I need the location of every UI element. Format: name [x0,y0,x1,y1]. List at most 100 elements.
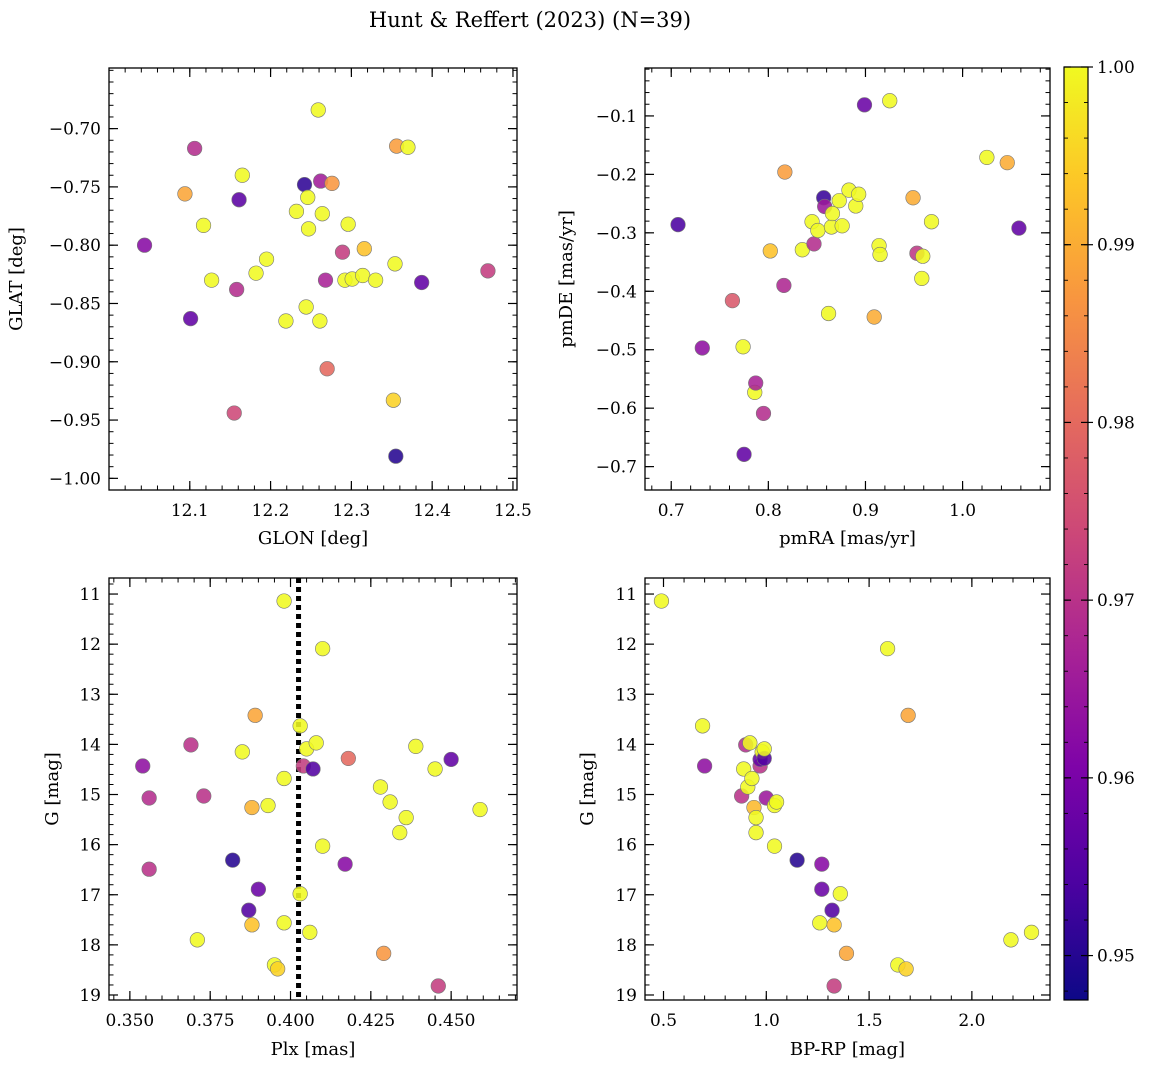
data-point [195,217,212,233]
data-point [653,593,670,609]
colorbar-tick-label: 0.99 [1097,236,1135,256]
data-point [141,861,157,877]
y-axis-label: GLAT [deg] [6,227,27,331]
data-point [141,790,157,806]
data-point [319,361,335,377]
y-tick-label: −0.4 [596,282,637,302]
data-point [879,641,896,657]
y-tick-label: −0.2 [596,165,637,185]
data-point [824,205,841,222]
y-tick-label: −0.85 [49,294,101,314]
data-point [999,155,1015,171]
data-point [204,272,220,288]
data-point [834,218,850,234]
data-point [241,902,257,918]
data-point [183,311,199,327]
data-point [789,852,805,868]
x-tick-label: 0.9 [852,501,879,521]
data-point [806,236,822,252]
colorbar: 0.95 0.96 0.97 0.98 0.99 1.00 [1063,58,1135,1001]
data-point [296,176,313,193]
data-point [392,825,408,841]
data-point [372,779,389,795]
data-point [250,881,266,897]
data-point [292,718,308,734]
data-point [1003,932,1019,948]
colorbar-tick-label: 0.97 [1097,591,1135,611]
data-point [923,214,940,230]
data-point [226,405,242,421]
data-point [724,293,741,309]
y-tick-label: −0.3 [596,224,637,244]
data-point [898,961,914,977]
colorbar-tick-label: 0.95 [1097,947,1135,967]
data-point [340,216,356,232]
y-tick-label: −0.7 [596,458,637,478]
plot-frame [644,577,1051,1001]
data-point [302,924,318,940]
x-tick-label: 12.3 [332,501,370,521]
y-tick-label: 15 [79,786,101,806]
y-tick-label: 12 [79,635,101,655]
data-point [247,707,263,723]
data-point [697,758,713,774]
data-point [979,149,995,166]
data-point [776,277,792,294]
data-point [856,97,873,113]
x-tick-label: 0.400 [266,1011,315,1031]
y-tick-label: 17 [79,886,101,906]
y-tick-label: 13 [79,685,101,705]
colorbar-bar [1063,66,1089,1001]
data-point [826,978,842,994]
data-point [189,932,205,948]
data-point [755,405,772,422]
plot-frame [108,67,518,491]
data-point [300,189,316,205]
data-point [694,718,711,734]
data-point [356,241,372,257]
x-tick-label: 0.8 [755,501,782,521]
data-point [900,707,916,723]
y-tick-label: −0.95 [49,411,101,431]
y-tick-label: −0.6 [596,399,637,419]
data-point [234,744,250,760]
x-tick-label: 12.2 [252,501,290,521]
data-point [742,735,758,751]
data-point [385,392,401,408]
x-axis-label: GLON [deg] [258,528,368,549]
x-tick-label: 12.5 [494,501,532,521]
data-point [308,735,324,751]
data-point [756,741,772,757]
data-point [748,809,764,826]
data-point [851,186,867,202]
data-point [298,299,314,315]
data-point [305,761,321,777]
data-point [276,915,292,931]
data-point [443,751,459,768]
y-tick-label: 16 [615,836,637,856]
panel-plx-g: 0.350 0.375 0.400 0.425 0.450 11 12 13 14 15 16 17 1… [42,577,518,1060]
data-point [225,852,241,868]
x-tick-label: 1.0 [753,1011,780,1031]
data-point [317,272,334,288]
data-point [260,797,276,814]
data-point [427,761,443,777]
y-tick-label: −0.1 [596,107,637,127]
data-point [300,221,317,237]
y-axis-label: G [mag] [42,752,63,825]
plot-frame [644,67,1051,491]
x-axis-label: BP-RP [mag] [790,1039,905,1060]
x-tick-label: 0.425 [346,1011,395,1031]
data-point [414,274,430,291]
x-tick-label: 2.0 [958,1011,985,1031]
y-tick-label: −0.80 [49,236,101,256]
data-point [270,961,286,977]
y-tick-label: −0.70 [49,120,101,140]
data-point [310,102,326,118]
y-tick-label: 19 [79,986,101,1006]
data-point [480,263,496,279]
x-tick-label: 12.4 [413,501,451,521]
data-point [234,167,250,183]
data-point [1011,220,1027,236]
data-point [810,222,826,239]
